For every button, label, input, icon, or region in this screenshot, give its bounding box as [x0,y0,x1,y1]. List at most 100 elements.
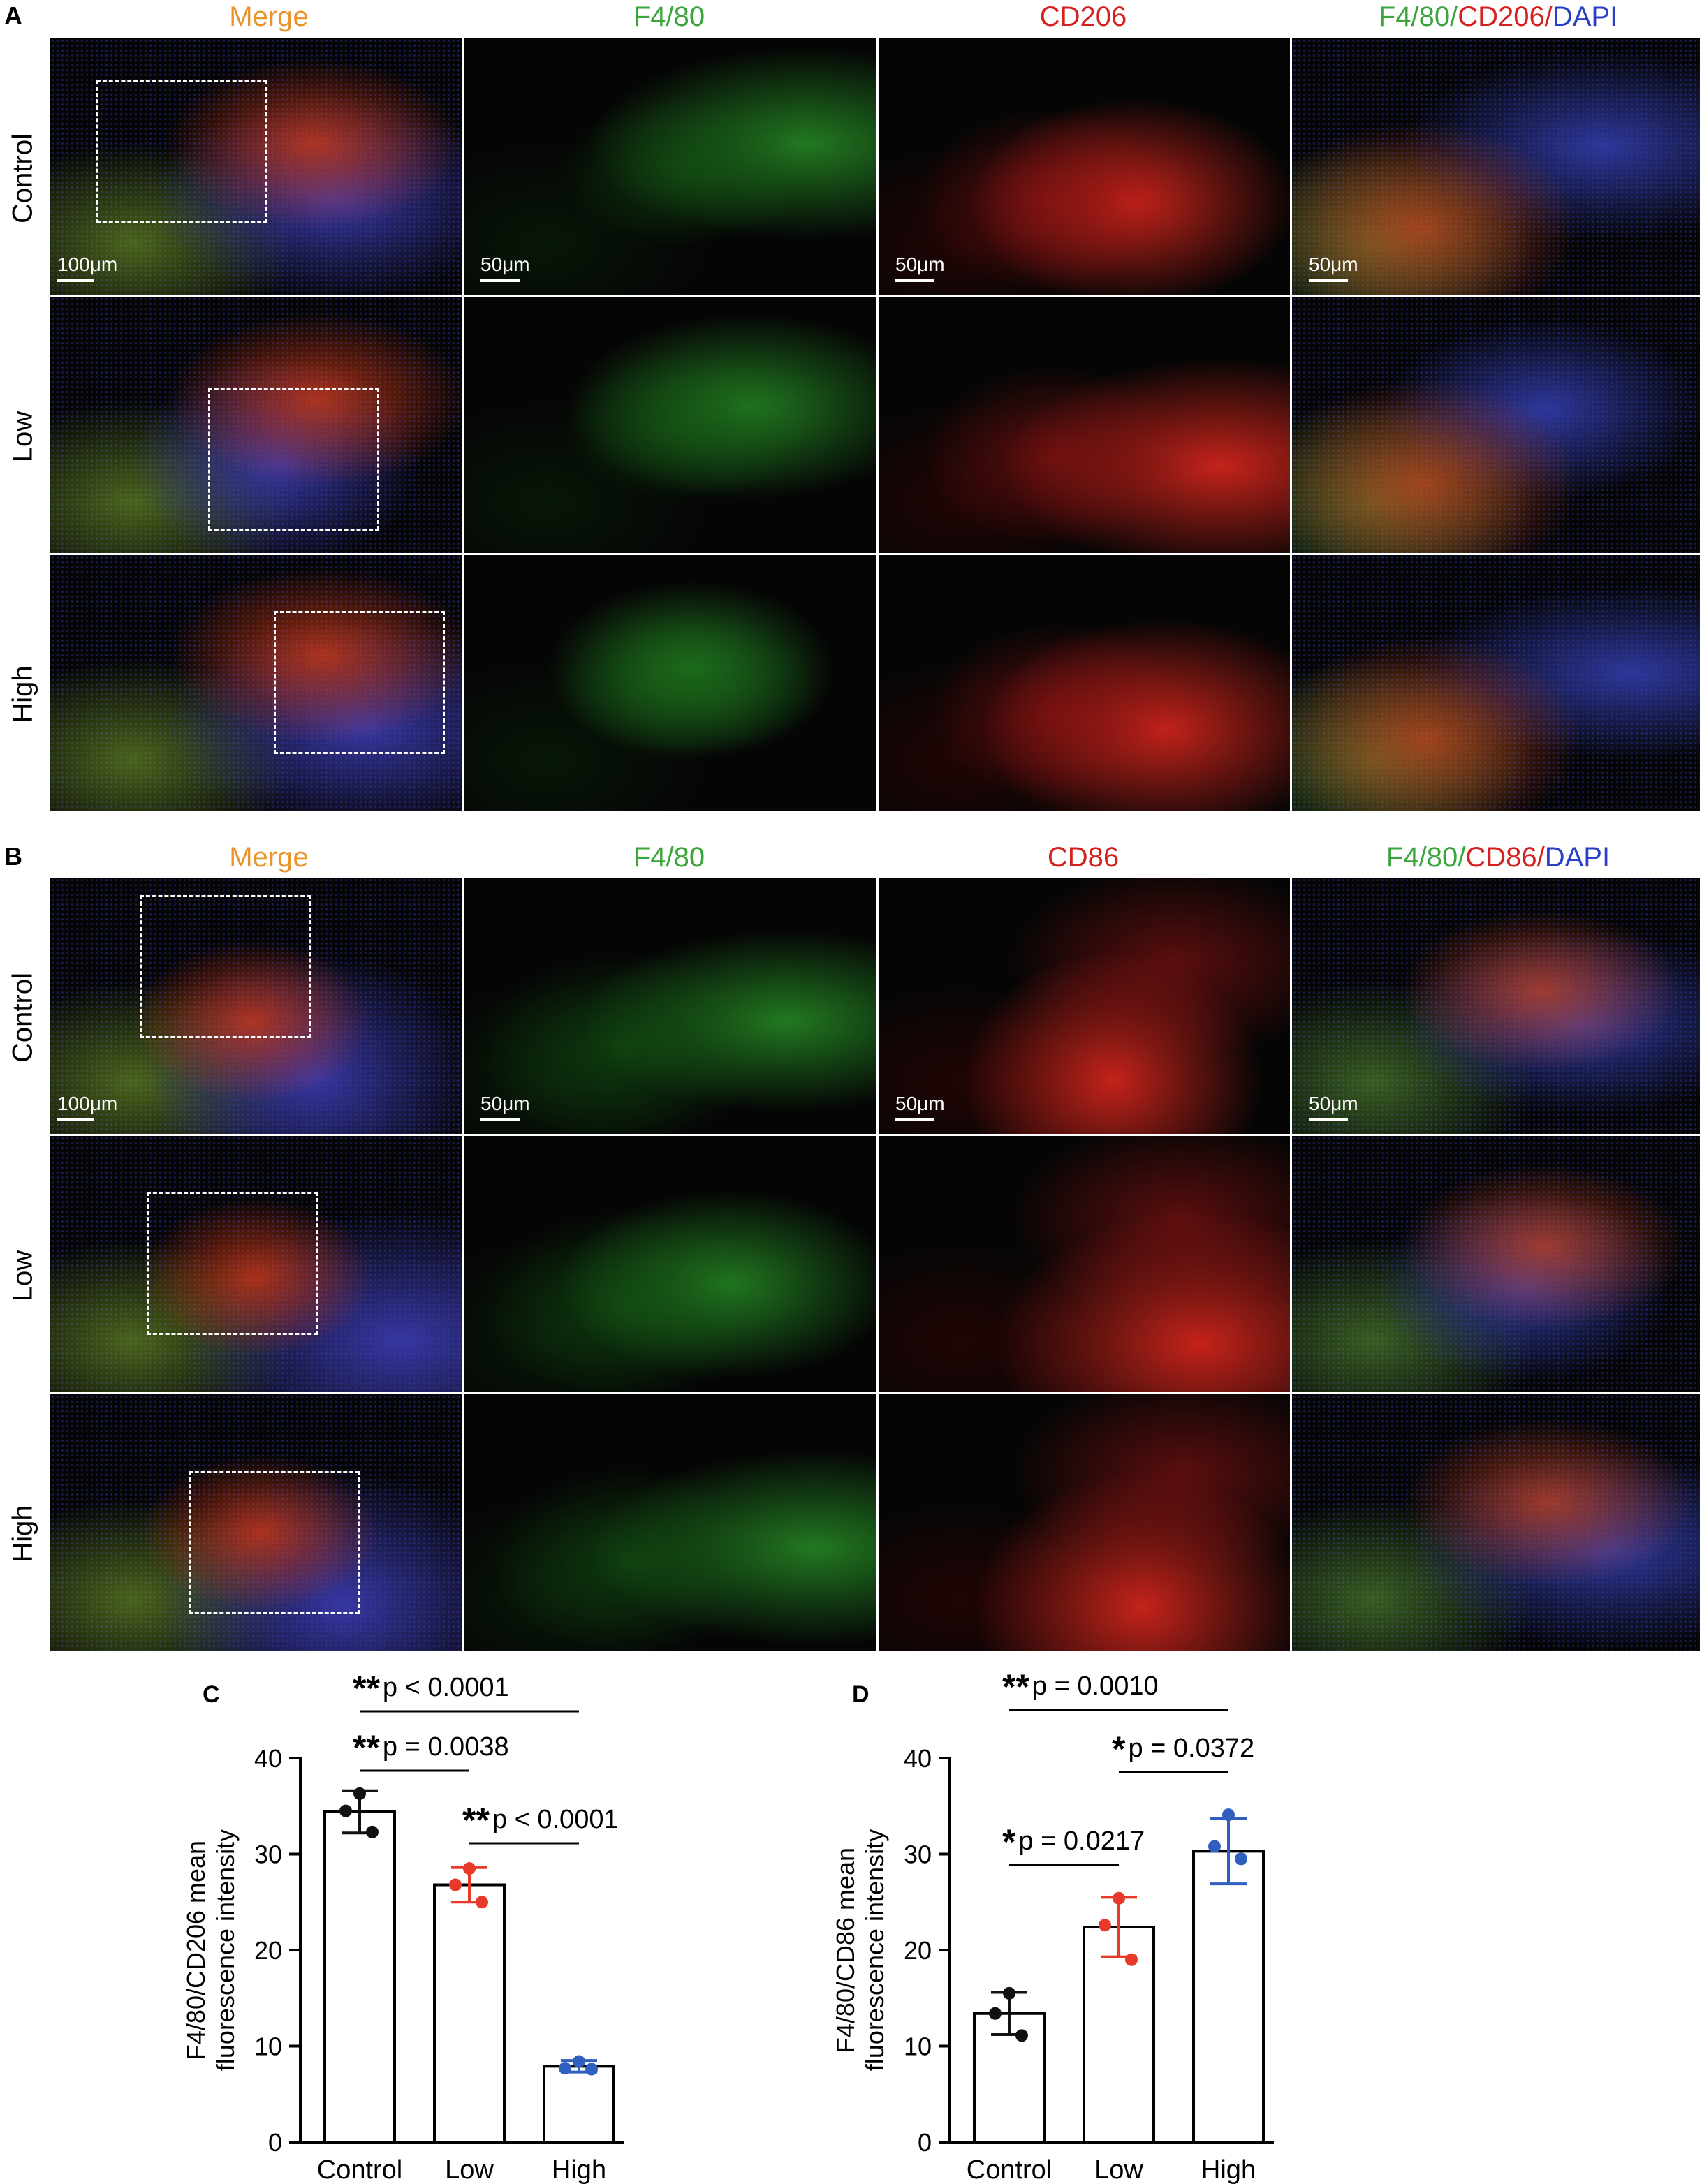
y-tick-label: 0 [268,2128,282,2157]
panel-a-row-low: Low [7,411,38,463]
data-point [353,1787,366,1800]
data-point [463,1862,476,1875]
panel-a-zoom-region-box [96,80,267,223]
scale-bar-label: 100μm [57,1093,118,1114]
significance-label: ** p < 0.0001 [353,1669,509,1708]
chart-c: C 0 10 20 30 40 F4/80/CD206 meanfluorescence i… [182,1669,624,2184]
y-tick-label: 10 [254,2032,282,2061]
x-tick-label: Control [967,2155,1052,2184]
x-tick-label: Low [445,2155,494,2184]
data-point [1125,1953,1138,1966]
panel-a-col-merge: Merge [229,1,309,32]
significance-label: ** p < 0.0001 [462,1801,619,1840]
overlay-slash-2: / [1536,842,1545,873]
panel-b-zoom-region-box [140,895,311,1038]
panel-a-image-r2-c0 [50,555,464,813]
panel-a-image-r1-c1 [464,297,879,555]
significance-stars: * [1112,1729,1126,1769]
panel-a-row-high: High [7,665,38,723]
overlay-part-f480: F4/80 [1378,1,1451,32]
panel-b-image-r0-c3 [1292,878,1702,1136]
overlay-slash-1: / [1458,842,1466,873]
panel-b-image-r2-c3 [1292,1394,1702,1653]
y-tick-label: 40 [254,1744,282,1773]
data-point [1113,1891,1125,1905]
y-axis-label-line: F4/80/CD86 mean [831,1847,860,2053]
y-tick-label: 30 [254,1840,282,1869]
bar-control [323,1810,396,2144]
panel-b-row-control: Control [7,973,38,1063]
panel-a-image-r0-c1 [464,38,879,297]
data-point [1099,1919,1111,1932]
panel-b-row-high: High [7,1505,38,1563]
panel-b-image-r1-c0 [50,1136,464,1394]
data-point [1003,1986,1015,2000]
panel-b-image-r0-c1 [464,878,879,1136]
panel-b-image-r2-c2 [879,1394,1292,1653]
y-axis-label-line: fluorescence intensity [860,1829,889,2071]
x-tick-label: High [552,2155,606,2184]
panel-b-zoom-region-box [147,1192,318,1335]
significance-stars: ** [353,1669,380,1708]
y-tick-label: 20 [904,1936,932,1965]
overlay-slash-2: / [1544,1,1553,32]
significance-p-value: p = 0.0038 [383,1732,509,1762]
scale-bar-label: 50μm [480,253,530,275]
scale-bar-label: 50μm [895,253,945,275]
panel-b-scale-bar-1: 50μm [480,1093,530,1121]
significance-label: ** p = 0.0010 [1002,1667,1159,1706]
panel-a-image-r1-c0 [50,297,464,555]
significance-stars: ** [1002,1667,1029,1706]
panel-b-image-r1-c3 [1292,1136,1702,1394]
panel-b-scale-bar-0: 100μm [57,1093,117,1121]
significance-stars: ** [353,1728,380,1767]
y-axis-label: F4/80/CD206 meanfluorescence intensity [182,1829,240,2071]
data-point [1015,2029,1028,2042]
significance-label: ** p = 0.0038 [353,1728,509,1767]
panel-b-row-low: Low [7,1250,38,1302]
panel-b-scale-bar-3: 50μm [1309,1093,1358,1121]
significance-p-value: p = 0.0372 [1128,1734,1254,1763]
data-point [585,2063,598,2076]
scale-bar-label: 50μm [895,1093,945,1114]
significance-stars: ** [462,1801,490,1840]
overlay-part-cd86: CD86 [1465,842,1537,873]
panel-b-col-cd86: CD86 [1047,842,1120,873]
panel-b-image-r2-c0 [50,1394,464,1653]
panel-b-col-merge: Merge [229,842,309,873]
panel-a-scale-bar-3: 50μm [1309,253,1358,282]
scale-bar-label: 50μm [1309,253,1358,275]
significance-stars: * [1002,1822,1016,1861]
data-point [559,2062,571,2075]
panel-b-image-r0-c0 [50,878,464,1136]
overlay-slash-1: / [1450,1,1458,32]
panel-b-col-overlay: F4/80/CD86/DAPI [1292,842,1702,873]
panel-a-zoom-region-box [208,388,379,531]
significance-p-value: p = 0.0010 [1032,1672,1159,1701]
panel-a-image-r0-c3 [1292,38,1702,297]
chart-panel-letter: D [852,1681,870,1708]
panel-b-letter: B [4,842,22,871]
data-point [366,1825,379,1838]
panel-b-zoom-region-box [189,1471,360,1614]
panel-a-col-cd206: CD206 [1039,1,1127,32]
significance-label: * p = 0.0372 [1112,1729,1254,1769]
y-tick-label: 40 [904,1744,932,1773]
data-point [573,2055,585,2068]
panel-a-image-r0-c2 [879,38,1292,297]
panel-a-image-r2-c3 [1292,555,1702,813]
panel-a-col-overlay: F4/80/CD206/DAPI [1292,1,1702,33]
y-axis-label-line: fluorescence intensity [211,1829,240,2071]
panel-a-zoom-region-box [274,611,445,754]
overlay-part-dapi: DAPI [1552,1,1618,32]
bar-high [1192,1850,1265,2144]
panel-a-col-f480: F4/80 [633,1,705,32]
panel-b-col-f480: F4/80 [633,842,705,873]
panel-b-image-r2-c1 [464,1394,879,1653]
bar-high [543,2065,615,2144]
panel-b-scale-bar-2: 50μm [895,1093,945,1121]
chart-d: D 0 10 20 30 40 F4/80/CD86 meanfluorescence in… [831,1667,1274,2184]
y-tick-label: 0 [918,2128,932,2157]
panel-a-image-r1-c2 [879,297,1292,555]
data-point [1222,1808,1235,1822]
